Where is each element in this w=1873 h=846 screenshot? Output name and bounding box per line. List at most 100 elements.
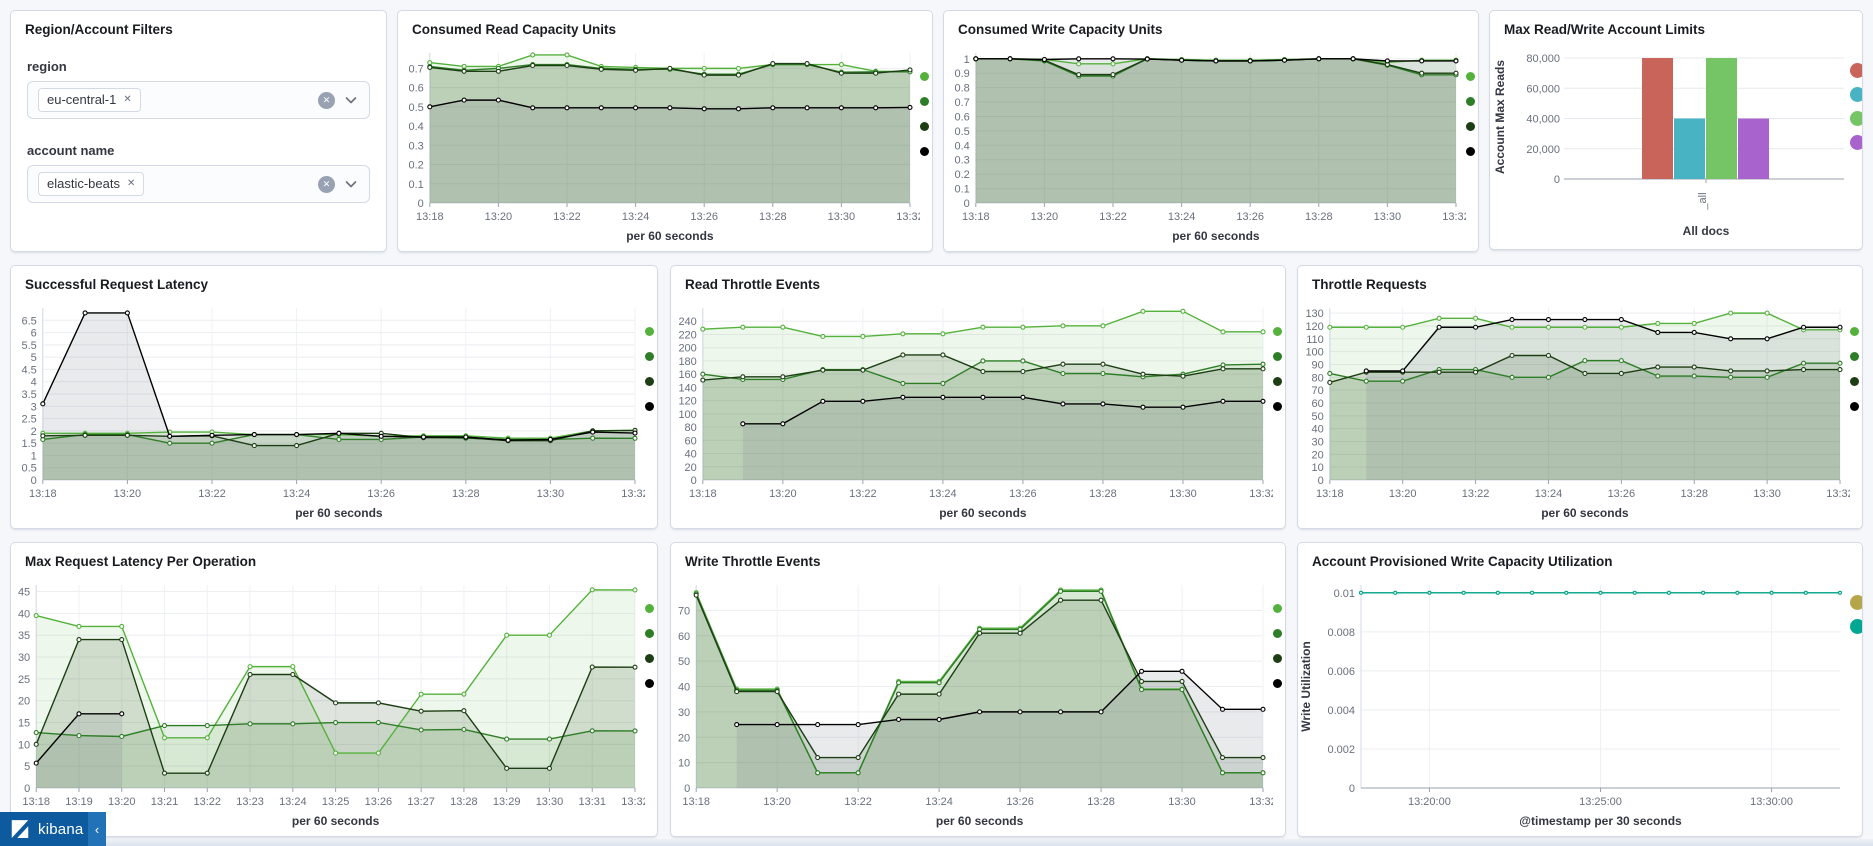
legend-item-trydaxtable2[interactable]: TryDaxTable2: [1273, 601, 1285, 615]
svg-text:13:31: 13:31: [578, 796, 606, 808]
svg-text:13:22: 13:22: [194, 796, 222, 808]
series-color-dot: [1273, 603, 1282, 613]
legend-item-table-reads[interactable]: Table Reads: [1850, 87, 1862, 102]
svg-text:13:22: 13:22: [198, 488, 226, 500]
series-color-dot: [645, 376, 654, 386]
collapse-nav-button[interactable]: ‹: [88, 812, 106, 846]
legend-item-trydaxtable4[interactable]: TryDaxTable4168: [1273, 374, 1285, 388]
svg-text:40: 40: [1312, 424, 1324, 436]
legend-item-trydaxtable3[interactable]: TryDaxTable30.889: [1466, 94, 1478, 108]
legend-item-trydaxtable3[interactable]: TryDaxTable30.682: [920, 94, 932, 108]
series-color-dot: [1273, 376, 1282, 386]
svg-text:per 60 seconds: per 60 seconds: [626, 229, 714, 243]
svg-text:13:18: 13:18: [682, 796, 710, 808]
legend-item-trydaxtable3[interactable]: TryDaxTable3175: [1273, 349, 1285, 363]
svg-text:per 60 seconds: per 60 seconds: [292, 814, 380, 828]
legend-item-trydaxtable2[interactable]: TryDaxTable2117: [1850, 324, 1862, 338]
chart-canvas: 0 0.5 1 1.5 2 2.5 3 3.5 4 4.5 5 5.5 6 6.5 13:18 13:20 13…: [11, 296, 649, 524]
svg-text:13:22: 13:22: [1462, 488, 1490, 500]
svg-text:per 60 seconds: per 60 seconds: [936, 814, 1024, 828]
svg-text:1: 1: [964, 54, 970, 66]
svg-text:13:28: 13:28: [1089, 488, 1117, 500]
svg-text:0.002: 0.002: [1327, 744, 1355, 756]
svg-text:0: 0: [964, 198, 970, 210]
legend-item-trydaxtable2[interactable]: TryDaxTable20.685: [920, 69, 932, 83]
svg-text:per 60 seconds: per 60 seconds: [1172, 229, 1260, 243]
svg-text:13:26: 13:26: [367, 488, 395, 500]
clear-region-icon[interactable]: ✕: [318, 91, 335, 109]
kibana-brand[interactable]: kibana: [0, 812, 88, 846]
svg-text:13:18: 13:18: [22, 796, 50, 808]
svg-text:13:20: 13:20: [769, 488, 797, 500]
legend-item-trydaxtable3[interactable]: TryDaxTable391: [1850, 349, 1862, 363]
svg-text:0.6: 0.6: [955, 111, 970, 123]
svg-text:13:24: 13:24: [929, 488, 957, 500]
horizontal-scrollbar[interactable]: [106, 839, 1873, 846]
svg-text:120: 120: [678, 396, 696, 408]
svg-text:13:26: 13:26: [365, 796, 393, 808]
svg-text:@timestamp per 30 seconds: @timestamp per 30 seconds: [1519, 814, 1682, 828]
svg-text:0: 0: [1554, 174, 1560, 186]
legend-item-trydaxtable4[interactable]: TryDaxTable412: [1273, 651, 1285, 665]
legend-item-table-writes[interactable]: Table Writes: [1850, 135, 1862, 150]
series-color-dot: [1850, 376, 1859, 386]
legend-item-trydaxtable[interactable]: TryDaxTable119: [1273, 399, 1285, 413]
series-color-dot: [920, 146, 929, 156]
series-color-dot: [645, 628, 654, 638]
chart-legend: TryDaxTable22.023 TryDaxTable31.697 TryDax…: [645, 296, 657, 524]
legend-item-putitem[interactable]: PutItem13.071: [645, 626, 657, 640]
legend-item-trydaxtable[interactable]: TryDaxTable0.985: [1466, 144, 1478, 158]
series-color-dot: [1466, 96, 1475, 106]
legend-item-trydaxtable4[interactable]: TryDaxTable40.692: [920, 119, 932, 133]
series-color-dot: [920, 71, 929, 81]
legend-item-trydaxtable[interactable]: TryDaxTable0.497: [920, 144, 932, 158]
legend-item-trydaxtable2[interactable]: TryDaxTable22.023: [645, 324, 657, 338]
legend-item-writes[interactable]: Writes: [1850, 111, 1862, 126]
legend-item-trydaxtable4[interactable]: TryDaxTable42.016: [645, 374, 657, 388]
chart-canvas: 0 0.1 0.2 0.3 0.4 0.5 0.6 0.7 13:18 13:20 13:22 13:…: [398, 41, 924, 247]
svg-text:45: 45: [18, 587, 30, 599]
series-color-dot: [920, 96, 929, 106]
legend-item-trydaxtable4[interactable]: TryDaxTable486: [1850, 374, 1862, 388]
svg-text:13:20:00: 13:20:00: [1408, 796, 1451, 808]
legend-item-reads[interactable]: Reads: [1850, 63, 1862, 78]
region-select[interactable]: eu-central-1 ✕ ✕: [27, 81, 370, 119]
svg-text:40: 40: [678, 682, 690, 694]
legend-item-query[interactable]: Query27.684: [645, 651, 657, 665]
legend-item-read-utilization[interactable]: Read Utilization: [1850, 619, 1862, 634]
chart-canvas: 0 10 20 30 40 50 60 70 80 90 100 110 120 130 13:18 13:2…: [1298, 296, 1854, 524]
svg-text:0: 0: [31, 475, 37, 487]
svg-text:Write Utilization: Write Utilization: [1299, 641, 1313, 731]
chevron-down-icon[interactable]: [343, 176, 359, 192]
svg-text:13:32: 13:32: [1249, 488, 1273, 500]
account-name-select[interactable]: elastic-beats ✕ ✕: [27, 165, 370, 203]
legend-item-trydaxtable2[interactable]: TryDaxTable20.99: [1466, 69, 1478, 83]
svg-text:10: 10: [18, 739, 30, 751]
series-color-dot: [1850, 619, 1862, 634]
legend-item-trydaxtable4[interactable]: TryDaxTable40.9: [1466, 119, 1478, 133]
svg-text:13:23: 13:23: [236, 796, 264, 808]
legend-item-trydaxtable2[interactable]: TryDaxTable2224: [1273, 324, 1285, 338]
series-color-dot: [1850, 111, 1862, 126]
legend-item-getitem[interactable]: GetItem45.361: [645, 601, 657, 615]
svg-text:_all: _all: [1697, 192, 1709, 210]
svg-text:13:29: 13:29: [493, 796, 521, 808]
legend-item-trydaxtable3[interactable]: TryDaxTable31.697: [645, 349, 657, 363]
svg-text:5: 5: [31, 352, 37, 364]
legend-item-scan[interactable]: Scan: [645, 676, 657, 690]
chart-legend: TryDaxTable20.685 TryDaxTable30.682 TryDax…: [920, 41, 932, 247]
legend-item-trydaxtable[interactable]: TryDaxTable1.911: [645, 399, 657, 413]
legend-item-trydaxtable[interactable]: TryDaxTable119: [1850, 399, 1862, 413]
clear-account-icon[interactable]: ✕: [318, 175, 335, 193]
chevron-down-icon[interactable]: [343, 92, 359, 108]
panel-account-provisioned-write-capacity-utilization: Account Provisioned Write Capacity Utili…: [1297, 542, 1863, 837]
svg-text:160: 160: [678, 369, 696, 381]
legend-item-write-utilization[interactable]: Write Utilization: [1850, 595, 1862, 610]
legend-item-trydaxtable[interactable]: TryDaxTable31: [1273, 676, 1285, 690]
legend-item-trydaxtable3[interactable]: TryDaxTable36: [1273, 626, 1285, 640]
remove-region-icon[interactable]: ✕: [123, 94, 132, 105]
svg-text:3: 3: [31, 401, 37, 413]
panel-title: Throttle Requests: [1312, 277, 1427, 292]
series-color-dot: [1850, 87, 1862, 102]
remove-account-icon[interactable]: ✕: [126, 178, 136, 189]
